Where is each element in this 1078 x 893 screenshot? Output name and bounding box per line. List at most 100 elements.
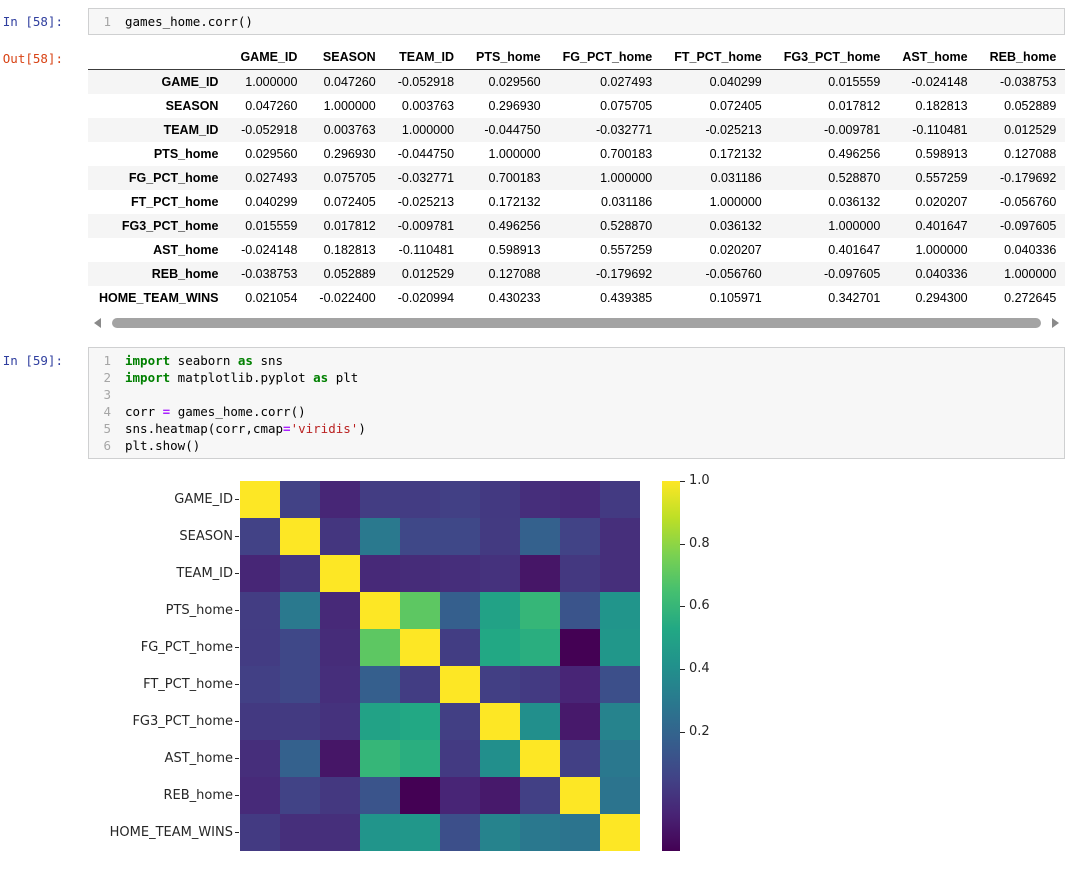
table-cell: 1.000000 [401, 123, 455, 137]
code-editor-58[interactable]: 1 games_home.corr() [88, 8, 1065, 35]
heatmap-cell [240, 629, 280, 666]
table-cell: -0.038753 [1000, 75, 1057, 89]
table-cell: -0.052918 [241, 123, 298, 137]
ytick-mark [235, 536, 239, 537]
heatmap-cell [400, 777, 440, 814]
table-cell: -0.025213 [705, 123, 762, 137]
scrollbar-thumb[interactable] [112, 318, 1041, 328]
column-header: GAME_ID [229, 45, 309, 70]
table-cell: 0.015559 [828, 75, 881, 89]
code-line: import matplotlib.pyplot as plt [125, 370, 359, 385]
heatmap-cell [600, 777, 640, 814]
heatmap-cell [400, 555, 440, 592]
heatmap-cell [400, 814, 440, 851]
table-cell: 0.047260 [323, 75, 376, 89]
heatmap-cell [520, 740, 560, 777]
table-cell: 1.000000 [828, 219, 881, 233]
heatmap-cell [280, 592, 320, 629]
table-cell: -0.110481 [912, 123, 968, 137]
heatmap-cell [400, 740, 440, 777]
heatmap-cell [520, 555, 560, 592]
column-header: FG3_PCT_home [772, 45, 892, 70]
table-cell: -0.056760 [705, 267, 762, 281]
heatmap-ytick-label: REB_home [163, 788, 233, 803]
notebook: In [58]: 1 games_home.corr() Out[58]: GA… [0, 8, 1078, 893]
output-cell-59: GAME_ID SEASON TEAM_ID PTS_home FG_PCT_home F… [0, 473, 1078, 893]
table-cell: -0.110481 [398, 243, 455, 257]
table-cell: 0.075705 [600, 99, 653, 113]
scrollbar-track[interactable] [105, 317, 1048, 329]
table-cell: -0.009781 [397, 219, 455, 233]
scroll-left-icon[interactable] [94, 318, 101, 328]
heatmap-cell [400, 703, 440, 740]
ytick-mark [235, 795, 239, 796]
table-horizontal-scrollbar[interactable] [88, 315, 1065, 331]
heatmap-cell [600, 518, 640, 555]
heatmap-cell [320, 777, 360, 814]
heatmap-cell [600, 666, 640, 703]
table-cell: 1.000000 [488, 147, 541, 161]
row-header: FG3_PCT_home [121, 219, 219, 233]
heatmap-cell [520, 666, 560, 703]
heatmap-figure: GAME_ID SEASON TEAM_ID PTS_home FG_PCT_home F… [88, 473, 1078, 893]
heatmap-cell [400, 481, 440, 518]
column-header: FT_PCT_home [663, 45, 773, 70]
table-cell: 0.528870 [828, 171, 881, 185]
code-line: corr = games_home.corr() [125, 404, 306, 419]
heatmap-cell [560, 629, 600, 666]
heatmap-cell [600, 814, 640, 851]
column-header: FG_PCT_home [551, 45, 664, 70]
table-cell: 0.172132 [488, 195, 541, 209]
input-prompt-58: In [58]: [2, 14, 63, 29]
heatmap-cell [440, 555, 480, 592]
table-cell: 0.027493 [600, 75, 653, 89]
table-row: AST_home -0.024148 0.182813 -0.110481 0.5989… [88, 238, 1065, 262]
table-row: FT_PCT_home 0.040299 0.072405 -0.025213 0.17… [88, 190, 1065, 214]
heatmap-cell [520, 481, 560, 518]
heatmap-cell [440, 629, 480, 666]
table-cell: 0.342701 [828, 291, 881, 305]
heatmap-cell [560, 740, 600, 777]
column-header: REB_home [978, 45, 1065, 70]
colorbar-tick-label: 0.4 [689, 661, 710, 677]
row-header: GAME_ID [161, 75, 219, 89]
heatmap-cell [480, 814, 520, 851]
heatmap-cell [400, 592, 440, 629]
table-cell: 0.040336 [915, 267, 968, 281]
heatmap-cell [240, 555, 280, 592]
heatmap-cell [480, 518, 520, 555]
heatmap-cell [400, 666, 440, 703]
heatmap-cell [240, 666, 280, 703]
heatmap-cell [240, 518, 280, 555]
code-editor-59[interactable]: 1 2 3 4 5 6 import seaborn as sns import matpl… [88, 347, 1065, 459]
ytick-mark [235, 610, 239, 611]
heatmap-grid [240, 481, 640, 851]
heatmap-cell [600, 629, 640, 666]
output-cell-58: Out[58]: GAME_ID SEASON TEAM_ID PTS_home FG_… [0, 45, 1078, 331]
heatmap-cell [560, 703, 600, 740]
table-cell: 0.296930 [488, 99, 541, 113]
heatmap-cell [360, 703, 400, 740]
ytick-mark [235, 647, 239, 648]
heatmap-cell [280, 629, 320, 666]
table-cell: 0.439385 [600, 291, 653, 305]
table-cell: -0.097605 [1000, 219, 1057, 233]
table-cell: 0.031186 [601, 195, 653, 209]
table-cell: 1.000000 [245, 75, 298, 89]
heatmap-cell [520, 629, 560, 666]
table-cell: 0.075705 [323, 171, 376, 185]
heatmap-cell [320, 592, 360, 629]
heatmap-cell [280, 740, 320, 777]
table-cell: -0.025213 [397, 195, 455, 209]
heatmap-cell [600, 703, 640, 740]
heatmap-cell [360, 518, 400, 555]
heatmap-cell [520, 592, 560, 629]
heatmap-cell [360, 629, 400, 666]
code-line: plt.show() [125, 438, 201, 453]
input-prompt-59: In [59]: [2, 353, 63, 368]
line-number: 1 [103, 14, 111, 29]
heatmap-cell [360, 777, 400, 814]
column-header: SEASON [308, 45, 387, 70]
scroll-right-icon[interactable] [1052, 318, 1059, 328]
heatmap-cell [280, 666, 320, 703]
